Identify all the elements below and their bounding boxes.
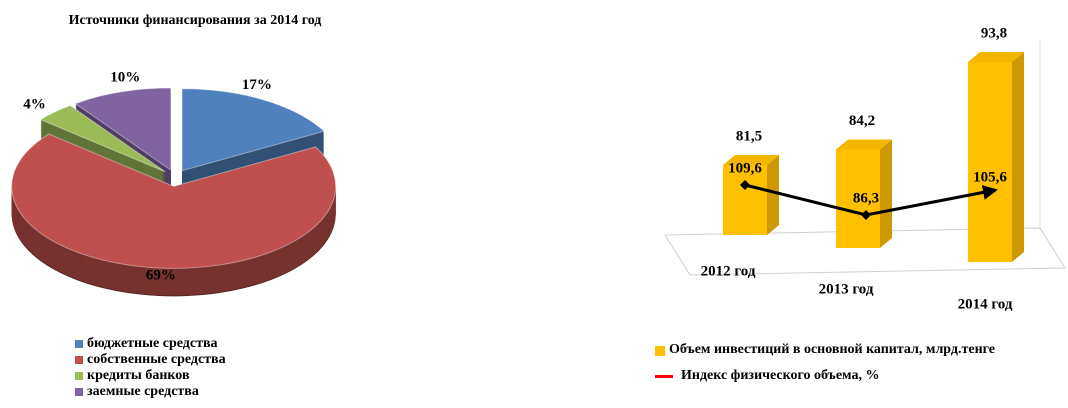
legend-item: кредиты банков [75, 368, 226, 384]
legend-item: бюджетные средства [75, 336, 226, 352]
x-tick-label: 2013 год [819, 281, 874, 297]
pie-slice [74, 87, 172, 171]
bar-value-label: 81,5 [736, 128, 762, 144]
bar [723, 165, 767, 235]
bar-top [723, 155, 779, 165]
slice-label: 10% [110, 70, 140, 86]
line-value-label: 86,3 [853, 190, 879, 206]
legend-label: Объем инвестиций в основной капитал, млр… [669, 342, 996, 357]
pie-legend: бюджетные средства собственные средства кр… [75, 336, 226, 400]
bar-side [1012, 52, 1024, 262]
line-value-label: 109,6 [728, 160, 762, 176]
floor [664, 227, 1066, 276]
legend-swatch [655, 375, 673, 378]
line-marker [740, 180, 750, 190]
legend-swatch [75, 372, 83, 380]
legend-item: собственные средства [75, 352, 226, 368]
bar [836, 149, 880, 248]
legend-swatch [75, 340, 83, 348]
bar-side [767, 155, 779, 235]
bar-value-label: 84,2 [849, 113, 875, 129]
legend-label: собственные средства [87, 352, 226, 367]
legend-label: бюджетные средства [87, 336, 218, 351]
pie-slice [39, 104, 166, 173]
legend-swatch [75, 356, 83, 364]
x-tick-label: 2012 год [701, 263, 756, 279]
slice-label: 17% [242, 77, 272, 93]
bar-value-label: 93,8 [981, 25, 1007, 41]
legend-label: заемные средства [87, 384, 199, 399]
bar-top [968, 52, 1024, 62]
legend-item: заемные средства [75, 384, 226, 400]
pie-slice [11, 133, 337, 269]
pie-slice [181, 88, 326, 172]
x-tick-label: 2014 год [958, 296, 1013, 312]
slice-label: 4% [23, 97, 46, 113]
legend-label: кредиты банков [87, 368, 190, 383]
line-marker [861, 210, 871, 220]
legend-item: Индекс физического объема, % [655, 368, 1035, 384]
bar [968, 62, 1012, 262]
legend-swatch [655, 346, 665, 356]
legend-item: Объем инвестиций в основной капитал, млр… [655, 342, 1035, 358]
pie-title: Источники финансирования за 2014 год [68, 13, 322, 28]
legend-swatch [75, 388, 83, 396]
legend-label: Индекс физического объема, % [681, 368, 880, 383]
bar-top [836, 139, 892, 150]
bar-side [880, 139, 892, 248]
slice-label: 69% [146, 267, 176, 283]
bar-legend: Объем инвестиций в основной капитал, млр… [655, 342, 1035, 384]
line-value-label: 105,6 [973, 170, 1007, 186]
